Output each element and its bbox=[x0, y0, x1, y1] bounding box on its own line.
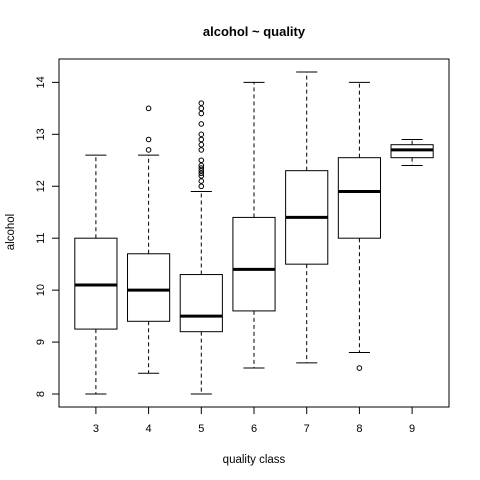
box-7 bbox=[285, 71, 329, 364]
outlier-point bbox=[198, 105, 205, 112]
outlier-point bbox=[198, 147, 205, 153]
outlier-point bbox=[198, 131, 205, 138]
x-tick-label: 5 bbox=[198, 423, 204, 435]
box-9 bbox=[390, 139, 434, 166]
y-tick-label: 8 bbox=[35, 391, 47, 397]
outlier-point bbox=[145, 105, 152, 112]
outlier-point bbox=[198, 121, 205, 127]
outlier-point bbox=[198, 157, 205, 164]
outlier-point bbox=[198, 183, 205, 190]
outlier-point bbox=[198, 165, 205, 171]
x-tick-label: 9 bbox=[409, 423, 415, 435]
x-tick-label: 4 bbox=[146, 423, 152, 435]
outlier-point bbox=[198, 167, 205, 174]
y-tick-label: 14 bbox=[35, 76, 47, 88]
iqr-box bbox=[337, 157, 381, 239]
box-4 bbox=[127, 105, 171, 374]
y-axis-label: alcohol bbox=[5, 214, 17, 250]
x-tick-label: 6 bbox=[251, 423, 257, 435]
outlier-point bbox=[198, 170, 205, 177]
outlier-point bbox=[356, 365, 363, 371]
iqr-box bbox=[127, 253, 171, 322]
outlier-point bbox=[198, 136, 205, 143]
x-tick-label: 3 bbox=[93, 423, 99, 435]
outlier-point bbox=[198, 110, 205, 117]
outlier-point bbox=[198, 100, 205, 106]
x-axis-label: quality class bbox=[223, 454, 286, 466]
iqr-box bbox=[179, 274, 223, 333]
y-tick-label: 12 bbox=[35, 180, 47, 192]
y-tick-label: 11 bbox=[35, 232, 47, 243]
outlier-point bbox=[145, 136, 152, 143]
box-5 bbox=[179, 100, 223, 395]
box-3 bbox=[74, 154, 118, 395]
outlier-point bbox=[198, 173, 205, 179]
iqr-box bbox=[232, 216, 276, 312]
x-tick-label: 8 bbox=[356, 423, 362, 435]
outlier-point bbox=[145, 147, 152, 153]
outlier-point bbox=[198, 178, 205, 184]
box-6 bbox=[232, 81, 276, 369]
outlier-point bbox=[198, 162, 205, 169]
x-axis: 3 4 5 6 7 8 9 bbox=[93, 406, 415, 435]
boxes-group bbox=[74, 71, 434, 395]
chart-title: alcohol ~ quality bbox=[203, 24, 306, 39]
outlier-point bbox=[198, 141, 205, 148]
x-tick-label: 7 bbox=[304, 423, 310, 435]
y-tick-label: 10 bbox=[35, 284, 47, 296]
y-axis: 8 9 10 11 12 13 14 bbox=[35, 76, 60, 397]
box-8 bbox=[337, 81, 381, 371]
y-tick-label: 13 bbox=[35, 128, 47, 140]
y-tick-label: 9 bbox=[35, 339, 47, 345]
